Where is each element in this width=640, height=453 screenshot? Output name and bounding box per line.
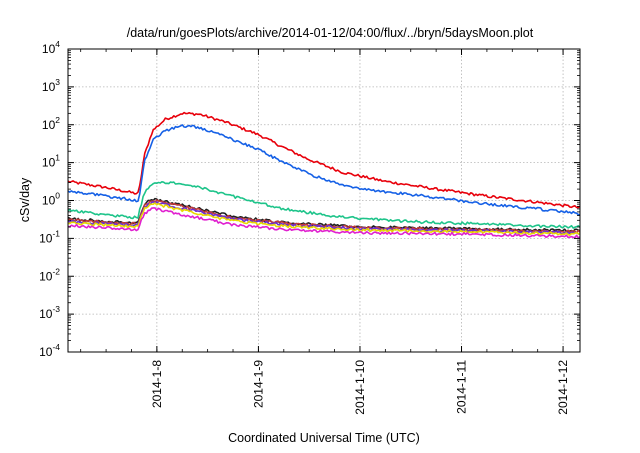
y-tick-label: 101 <box>42 153 60 170</box>
x-tick-label: 2014-1-8 <box>150 360 164 408</box>
series-line <box>67 111 581 209</box>
y-tick-exponent: 4 <box>55 39 60 49</box>
series-line <box>67 202 581 236</box>
series-line <box>67 207 581 239</box>
y-tick-label: 100 <box>42 191 60 208</box>
x-tick-label: 2014-1-11 <box>455 360 469 414</box>
y-tick-exponent: 1 <box>55 153 60 163</box>
series-line <box>67 124 581 216</box>
y-tick-exponent: 2 <box>55 115 60 125</box>
y-axis-label: cSv/day <box>18 177 32 222</box>
x-axis: 2014-1-8 2014-1-9 2014-1-10 2014-1-11 2014-1… <box>80 49 570 415</box>
y-tick-label: 10-1 <box>39 228 60 245</box>
y-tick-exponent: -1 <box>52 228 60 238</box>
y-tick-label: 10-2 <box>39 266 60 283</box>
x-tick-label: 2014-1-9 <box>251 360 265 408</box>
x-axis-label: Coordinated Universal Time (UTC) <box>228 431 420 445</box>
grid <box>68 49 580 352</box>
series-layer <box>67 111 581 239</box>
y-tick-exponent: -3 <box>52 304 60 314</box>
series-line <box>67 181 581 229</box>
x-tick-label: 2014-1-12 <box>556 360 570 415</box>
y-tick-exponent: -2 <box>52 266 60 276</box>
y-tick-label: 103 <box>42 77 60 94</box>
series-line <box>67 201 580 235</box>
y-tick-label: 10-4 <box>39 342 60 359</box>
y-tick-exponent: 3 <box>55 77 60 87</box>
x-tick-label: 2014-1-10 <box>353 360 367 415</box>
y-tick-label: 102 <box>42 115 60 132</box>
y-tick-label: 104 <box>42 39 60 56</box>
y-tick-label: 10-3 <box>39 304 60 321</box>
chart-title: /data/run/goesPlots/archive/2014-01-12/0… <box>127 26 534 40</box>
y-tick-exponent: 0 <box>55 191 60 201</box>
y-tick-exponent: -4 <box>52 342 60 352</box>
